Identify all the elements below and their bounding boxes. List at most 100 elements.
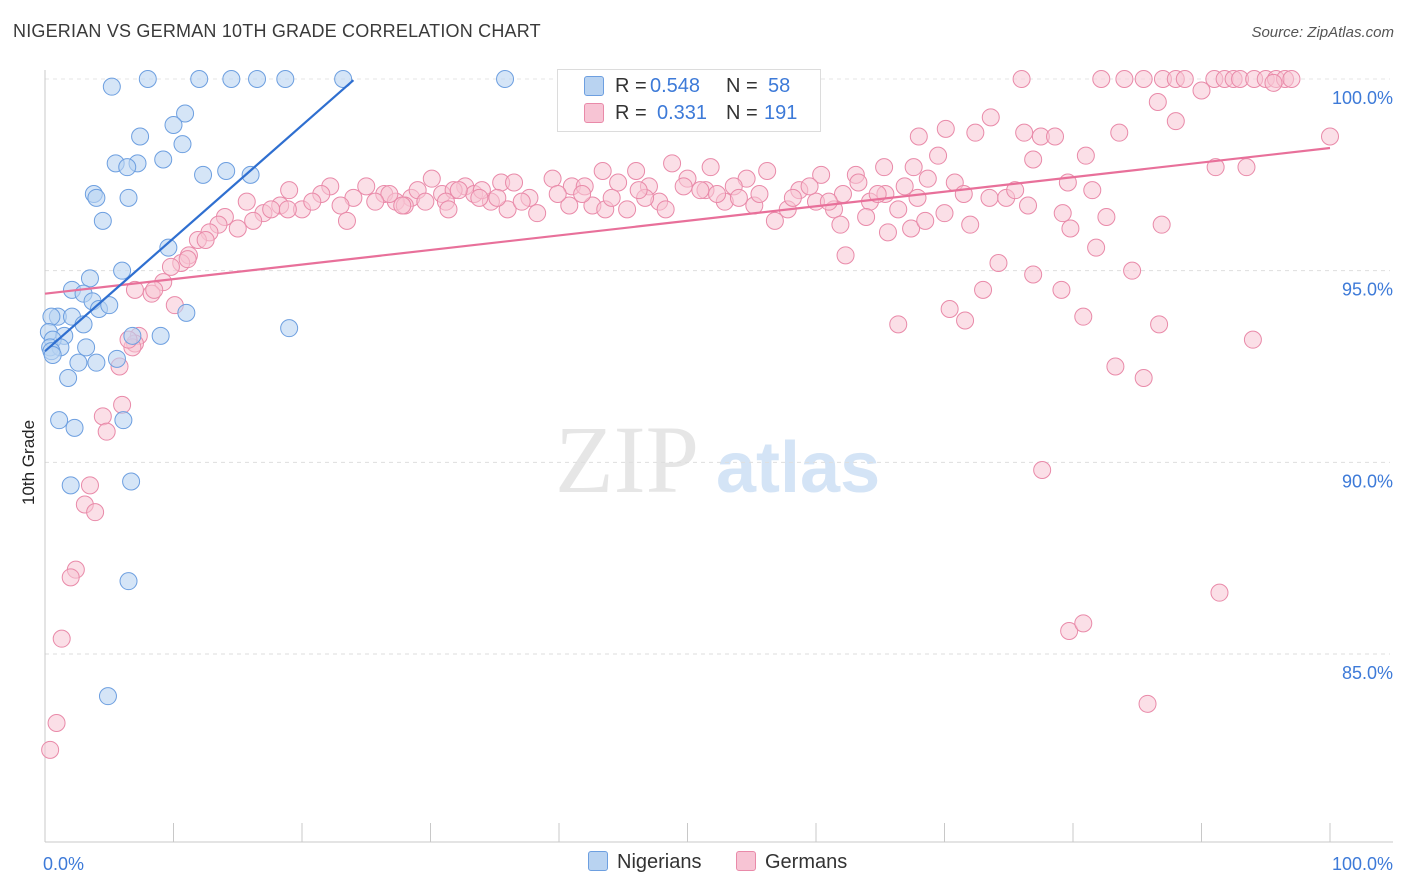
germans-point	[1123, 261, 1142, 280]
germans-point	[895, 177, 914, 196]
germans-point	[1210, 583, 1229, 602]
germans-point	[1166, 112, 1185, 131]
nigerians-point	[173, 135, 192, 154]
nigerians-point	[159, 238, 178, 257]
germans-point	[543, 169, 562, 188]
nigerians-point	[496, 70, 515, 88]
germans-point	[573, 185, 592, 203]
x-tick-label-min: 0.0%	[43, 854, 84, 874]
nigerians-point	[50, 411, 69, 430]
germans-point	[560, 196, 579, 215]
germans-point	[1087, 238, 1106, 257]
germans-point	[857, 208, 876, 226]
legend-germans: Germans	[736, 851, 847, 874]
x-tick-label-max: 100.0%	[1332, 854, 1393, 874]
germans-point	[1138, 694, 1157, 713]
germans-point	[966, 123, 985, 142]
germans-point	[974, 280, 993, 299]
germans-point	[729, 188, 748, 207]
nigerians-point	[119, 572, 138, 591]
germans-point	[916, 211, 935, 230]
germans-point	[701, 158, 720, 177]
nigerians-point	[69, 353, 88, 372]
nigerians-point	[59, 369, 78, 387]
nigerians-point	[42, 307, 61, 326]
germans-point	[1024, 150, 1043, 169]
germans-point	[961, 215, 980, 234]
nigerians-point	[107, 349, 126, 368]
nigerians-point	[222, 70, 241, 88]
germans-point	[1074, 614, 1093, 633]
trend-lines	[44, 79, 1331, 352]
nigerians-point	[154, 150, 173, 169]
germans-point	[1076, 146, 1095, 165]
germans-point	[708, 185, 727, 203]
germans-point	[783, 188, 802, 207]
germans-point	[836, 246, 855, 265]
germans-point	[196, 231, 215, 249]
germans-point	[819, 192, 838, 211]
germans-point	[981, 108, 1000, 127]
chart-title: NIGERIAN VS GERMAN 10TH GRADE CORRELATIO…	[13, 21, 541, 41]
n-label: N =	[726, 75, 758, 97]
germans-point	[52, 629, 71, 648]
germans-point	[1012, 70, 1031, 88]
nigerians-point	[176, 104, 195, 123]
germans-point	[1019, 196, 1038, 215]
germans-swatch	[584, 103, 604, 123]
nigerians-point	[80, 269, 99, 288]
germans-point	[1243, 330, 1262, 349]
legend-germans-label: Germans	[765, 851, 848, 873]
nigerians-point	[61, 476, 80, 495]
stats-legend: R = 0.548 N = 58 R = 0.331 N = 191	[557, 69, 821, 132]
germans-point	[1175, 70, 1194, 88]
germans-point	[548, 185, 567, 203]
germans-point	[750, 185, 769, 203]
nigerians-point	[151, 326, 170, 345]
nigerians-point	[241, 165, 260, 184]
nigerians-point	[276, 70, 295, 88]
germans-point	[1134, 70, 1153, 88]
germans-point	[505, 173, 524, 192]
r-label: R =	[615, 102, 647, 124]
germans-point	[875, 158, 894, 177]
tick-labels: 85.0% 90.0% 95.0% 100.0% 0.0% 100.0%	[43, 88, 1393, 874]
nigerians-r-value: 0.548	[650, 75, 701, 97]
nigerians-point	[113, 261, 132, 280]
germans-point	[691, 181, 710, 200]
germans-point	[145, 280, 164, 299]
germans-point	[656, 200, 675, 219]
germans-point	[439, 200, 458, 219]
germans-point	[956, 311, 975, 330]
germans-point	[627, 162, 646, 180]
germans-point	[80, 476, 99, 495]
germans-point	[1106, 357, 1125, 376]
nigerians-legend-swatch	[588, 851, 608, 871]
germans-n-value: 191	[764, 102, 798, 124]
axes	[44, 70, 1393, 843]
germans-point	[498, 200, 517, 219]
germans-point	[878, 223, 897, 242]
legend-nigerians-label: Nigerians	[617, 851, 702, 873]
germans-point	[909, 127, 928, 146]
germans-point	[93, 407, 112, 426]
germans-point	[918, 169, 937, 188]
nigerians-point	[194, 165, 213, 184]
nigerians-point	[65, 418, 84, 437]
germans-point	[422, 169, 441, 188]
germans-point	[1150, 315, 1169, 334]
germans-point	[1061, 219, 1080, 238]
germans-point	[244, 211, 263, 230]
germans-point	[357, 177, 376, 196]
germans-point	[86, 503, 105, 522]
nigerians-point	[280, 319, 299, 338]
germans-point	[609, 173, 628, 192]
germans-point	[97, 422, 116, 441]
germans-point	[618, 200, 637, 219]
nigerians-point	[118, 158, 137, 177]
germans-point	[1152, 215, 1171, 234]
germans-point	[1024, 265, 1043, 284]
germans-point	[41, 740, 60, 759]
nigerians-point	[119, 188, 138, 207]
nigerians-point	[123, 326, 142, 345]
